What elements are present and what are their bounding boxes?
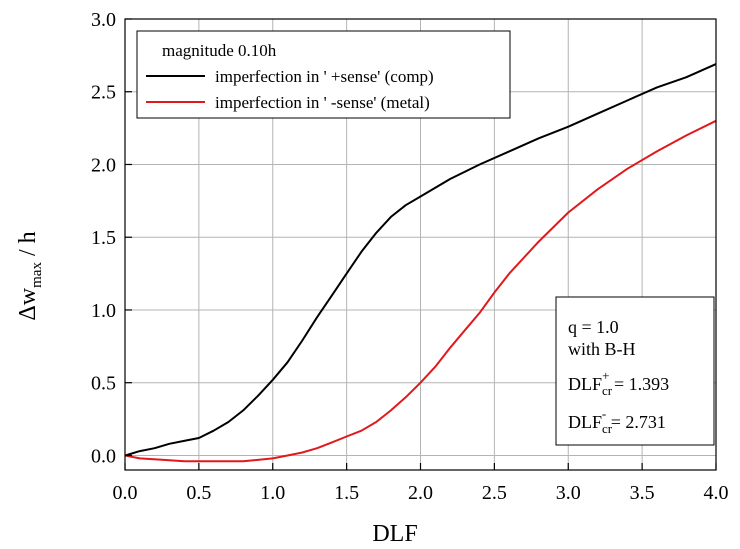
legend-box [136,30,511,119]
y-axis-label-base: Δw [15,287,41,320]
dlf-minus-base: DLF [568,412,602,432]
y-tick-label: 1.5 [91,227,116,249]
dlf-minus-value: = 2.731 [606,412,666,432]
dlf-plus-sup: + [602,368,609,383]
dlf-plus-sub: cr [602,383,613,398]
y-axis-label: Δwmax / h [15,231,45,320]
legend-entry-metal: imperfection in ' -sense' (metal) [215,93,430,112]
y-axis-label-tail: / h [15,231,41,262]
y-tick-label: 2.0 [91,154,116,176]
x-tick-label: 2.0 [408,482,433,504]
x-tick-label: 0.0 [113,482,138,504]
y-tick-label: 3.0 [91,9,116,31]
x-tick-label: 1.5 [334,482,359,504]
dlf-plus-value: = 1.393 [609,374,669,394]
dlf-plus-base: DLF [568,374,602,394]
legend: magnitude 0.10h imperfection in ' +sense… [136,30,511,119]
x-axis-label: DLF [372,521,417,547]
x-tick-label: 3.0 [556,482,581,504]
annotation-box: q = 1.0 with B-H DLFcr+ = 1.393 DLFcr- =… [555,296,715,446]
annotation-dlf-plus: DLFcr+ = 1.393 [568,368,669,398]
y-tick-label: 0.5 [91,373,116,395]
legend-title: magnitude 0.10h [162,41,277,60]
y-tick-label: 1.0 [91,300,116,322]
annotation-q: q = 1.0 [568,317,619,337]
y-tick-label: 2.5 [91,82,116,104]
series-layer [124,63,717,463]
series-line-metal [124,119,717,463]
dlf-minus-sup: - [602,406,606,421]
annotation-dlf-minus: DLFcr- = 2.731 [568,406,666,436]
annotation-method: with B-H [568,339,636,359]
axis-ticks [124,18,717,470]
dlf-minus-sub: cr [602,421,613,436]
annotation-frame [555,296,715,446]
x-tick-label: 2.5 [482,482,507,504]
x-tick-label: 0.5 [186,482,211,504]
legend-entry-comp: imperfection in ' +sense' (comp) [215,67,434,86]
y-tick-label: 0.0 [91,445,116,467]
x-tick-label: 3.5 [630,482,655,504]
series-line-comp [124,63,717,457]
x-tick-label: 4.0 [704,482,729,504]
tick-labels: 0.0 0.5 1.0 1.5 2.0 2.5 3.0 3.5 4.0 0.0 0.5 1.0 1.5 2… [91,9,729,504]
y-axis-label-sub: max [29,262,45,288]
x-tick-label: 1.0 [260,482,285,504]
